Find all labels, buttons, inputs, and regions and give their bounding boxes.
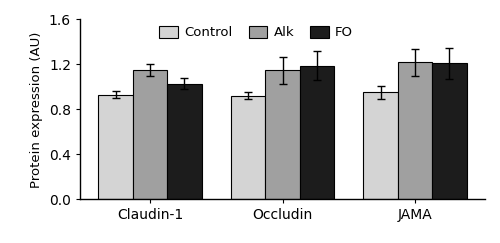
- Bar: [398, 62, 432, 199]
- Bar: [300, 66, 334, 199]
- Legend: Control, Alk, FO: Control, Alk, FO: [160, 26, 353, 39]
- Y-axis label: Protein expression (AU): Protein expression (AU): [30, 31, 44, 188]
- Bar: [432, 63, 466, 199]
- Bar: [168, 84, 202, 199]
- Bar: [98, 95, 133, 199]
- Bar: [133, 70, 168, 199]
- Bar: [231, 96, 266, 199]
- Bar: [266, 70, 300, 199]
- Bar: [364, 93, 398, 199]
